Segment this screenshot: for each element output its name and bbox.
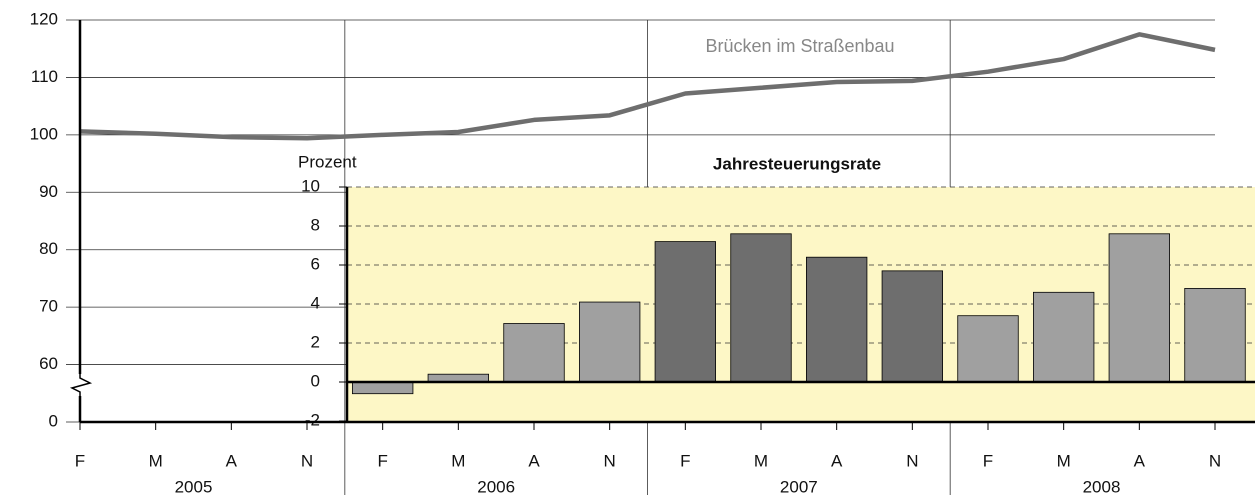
line-series (79, 32, 1216, 141)
y-tick-label: 80 (39, 239, 58, 258)
y-tick-label: 60 (39, 354, 58, 373)
x-tick-label: F (75, 451, 85, 470)
y-tick-label: 100 (30, 124, 58, 143)
bar (503, 323, 565, 383)
bar (730, 233, 792, 383)
x-tick-label: A (226, 451, 238, 470)
y-tick-label: 110 (31, 67, 58, 86)
x-tick-label: F (680, 451, 690, 470)
y-tick-label: 8 (311, 215, 320, 234)
y-tick-label: 90 (39, 182, 58, 201)
year-label: 2005 (175, 477, 213, 496)
bar (1108, 233, 1170, 383)
x-tick-label: M (754, 451, 768, 470)
annotation: Brücken im Straßenbau (705, 36, 894, 56)
x-tick-label: N (604, 451, 616, 470)
y-tick-label: -2 (305, 410, 320, 429)
x-tick-label: M (451, 451, 465, 470)
y-tick-label: 70 (39, 297, 58, 316)
x-tick-label: M (149, 451, 163, 470)
x-tick-label: N (1209, 451, 1221, 470)
year-label: 2007 (780, 477, 818, 496)
x-tick-label: A (831, 451, 843, 470)
axis-break (69, 374, 93, 396)
y-tick-label: 10 (301, 176, 320, 195)
x-tick-label: A (528, 451, 540, 470)
x-tick-label: M (1057, 451, 1071, 470)
y-tick-label: 6 (311, 254, 320, 273)
bar (1033, 291, 1095, 383)
year-label: 2006 (477, 477, 515, 496)
y-tick-label: 0 (49, 411, 58, 430)
bar (1184, 287, 1246, 383)
y-tick-label: 0 (311, 371, 320, 390)
y-tick-label: 2 (311, 332, 320, 351)
x-tick-label: N (906, 451, 918, 470)
y-tick-label: 4 (311, 293, 320, 312)
inset-y-label: Prozent (298, 152, 357, 171)
bar (881, 270, 943, 383)
bar (957, 315, 1019, 383)
year-label: 2008 (1083, 477, 1121, 496)
x-tick-label: F (377, 451, 387, 470)
bar (654, 241, 716, 383)
x-tick-label: F (983, 451, 993, 470)
y-tick-label: 120 (30, 9, 58, 28)
bar (579, 301, 641, 383)
x-tick-label: A (1134, 451, 1146, 470)
bar (351, 381, 414, 395)
bar (806, 256, 868, 383)
inset-title: Jahresteuerungsrate (713, 154, 881, 173)
x-tick-label: N (301, 451, 313, 470)
